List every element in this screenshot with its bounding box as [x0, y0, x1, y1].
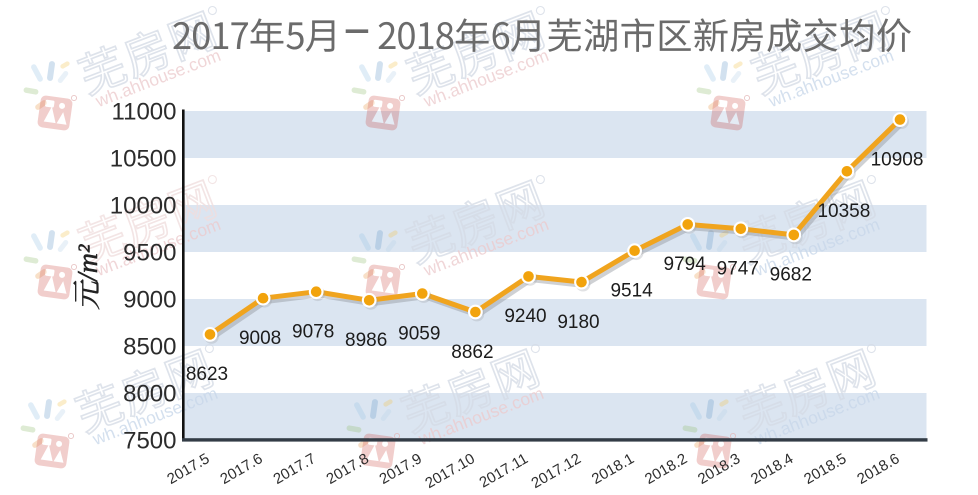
svg-text:8500: 8500	[123, 334, 176, 361]
svg-text:10358: 10358	[817, 201, 870, 222]
svg-text:9008: 9008	[239, 328, 281, 349]
svg-text:8000: 8000	[123, 381, 176, 408]
svg-text:11000: 11000	[112, 99, 177, 126]
svg-text:10908: 10908	[871, 149, 924, 170]
svg-text:9794: 9794	[664, 254, 707, 275]
svg-text:9180: 9180	[557, 312, 599, 333]
svg-text:8623: 8623	[186, 364, 228, 385]
svg-text:9000: 9000	[123, 287, 176, 314]
svg-text:/m²: /m²	[73, 244, 104, 283]
svg-text:10500: 10500	[110, 146, 177, 173]
svg-text:9240: 9240	[504, 306, 546, 327]
svg-text:7500: 7500	[123, 428, 176, 455]
svg-text:9500: 9500	[123, 240, 176, 267]
svg-text:8862: 8862	[451, 342, 493, 363]
svg-text:8986: 8986	[345, 330, 387, 351]
svg-text:9059: 9059	[398, 323, 440, 344]
svg-text:9682: 9682	[770, 265, 812, 286]
svg-text:9514: 9514	[610, 281, 653, 302]
svg-text:9747: 9747	[717, 259, 759, 280]
svg-text:10000: 10000	[110, 193, 177, 220]
svg-text:9078: 9078	[292, 322, 334, 343]
